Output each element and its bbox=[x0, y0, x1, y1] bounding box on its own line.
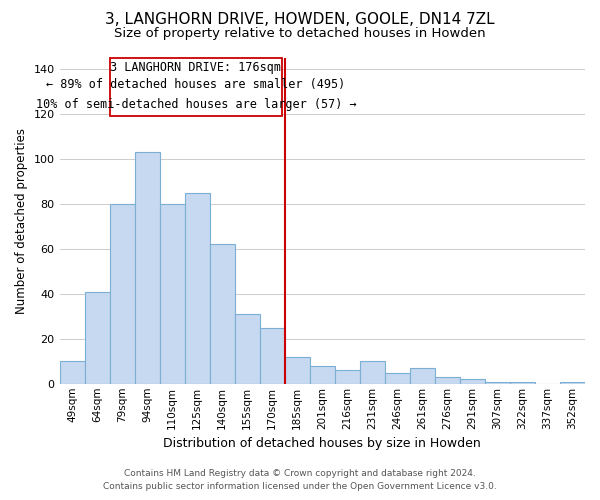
Bar bbox=[59, 362, 85, 384]
Bar bbox=[85, 292, 110, 384]
Text: Contains HM Land Registry data © Crown copyright and database right 2024.
Contai: Contains HM Land Registry data © Crown c… bbox=[103, 470, 497, 491]
Bar bbox=[185, 192, 209, 384]
Bar bbox=[260, 328, 285, 384]
Bar bbox=[310, 366, 335, 384]
Bar bbox=[360, 362, 385, 384]
Text: ← 89% of detached houses are smaller (495): ← 89% of detached houses are smaller (49… bbox=[46, 78, 346, 91]
Bar bbox=[410, 368, 435, 384]
Bar bbox=[209, 244, 235, 384]
Text: 10% of semi-detached houses are larger (57) →: 10% of semi-detached houses are larger (… bbox=[35, 98, 356, 112]
Text: Size of property relative to detached houses in Howden: Size of property relative to detached ho… bbox=[114, 28, 486, 40]
Bar bbox=[485, 382, 510, 384]
Bar bbox=[560, 382, 585, 384]
Bar bbox=[510, 382, 535, 384]
Bar bbox=[235, 314, 260, 384]
Bar bbox=[435, 377, 460, 384]
Bar bbox=[110, 204, 134, 384]
Bar bbox=[110, 58, 282, 116]
Bar bbox=[460, 380, 485, 384]
Bar bbox=[285, 357, 310, 384]
X-axis label: Distribution of detached houses by size in Howden: Distribution of detached houses by size … bbox=[163, 437, 481, 450]
Bar bbox=[385, 372, 410, 384]
Bar bbox=[335, 370, 360, 384]
Text: 3 LANGHORN DRIVE: 176sqm: 3 LANGHORN DRIVE: 176sqm bbox=[110, 61, 281, 74]
Y-axis label: Number of detached properties: Number of detached properties bbox=[15, 128, 28, 314]
Bar bbox=[160, 204, 185, 384]
Bar bbox=[134, 152, 160, 384]
Text: 3, LANGHORN DRIVE, HOWDEN, GOOLE, DN14 7ZL: 3, LANGHORN DRIVE, HOWDEN, GOOLE, DN14 7… bbox=[105, 12, 495, 28]
